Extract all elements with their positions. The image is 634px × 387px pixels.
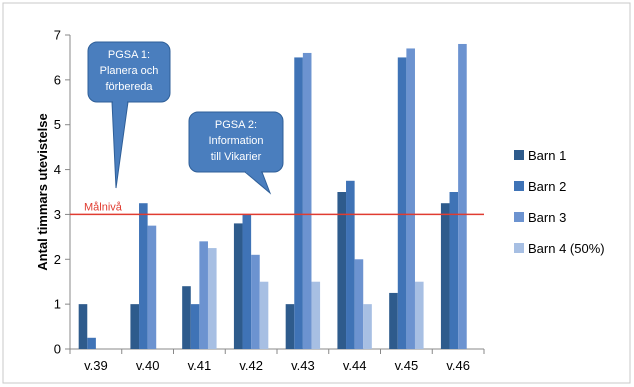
target-line-label: Målnivå: [84, 201, 123, 213]
legend-label: Barn 3: [528, 210, 566, 225]
y-tick-label: 6: [54, 72, 61, 87]
callout-text-line: PGSA 2:: [215, 119, 257, 131]
y-tick-label: 2: [54, 252, 61, 267]
bar: [78, 304, 88, 349]
y-tick-label: 0: [54, 342, 61, 357]
x-tick-label: v.44: [343, 358, 367, 373]
bar: [406, 48, 415, 349]
legend-label: Barn 1: [528, 148, 566, 163]
bar: [251, 254, 260, 349]
x-tick-label: v.46: [446, 358, 470, 373]
y-tick-label: 5: [54, 117, 61, 132]
x-tick-label: v.39: [84, 358, 108, 373]
callout-text-line: förbereda: [105, 81, 153, 93]
bar: [302, 52, 312, 349]
bar: [259, 281, 269, 349]
legend-swatch: [514, 150, 524, 160]
bar: [337, 192, 347, 349]
x-tick-label: v.40: [136, 358, 160, 373]
legend: Barn 1 Barn 2 Barn 3 Barn 4 (50%): [514, 148, 605, 256]
y-tick-label: 4: [54, 162, 61, 177]
bar: [199, 241, 208, 349]
y-tick-label: 1: [54, 297, 61, 312]
y-tick-label: 3: [54, 207, 61, 222]
bar: [87, 337, 96, 349]
bar: [458, 43, 467, 349]
callout-box: [188, 111, 284, 173]
legend-swatch: [514, 243, 524, 253]
bar: [233, 223, 243, 349]
x-tick-label: v.45: [395, 358, 419, 373]
callout: PGSA 1: Planera och förbereda: [87, 41, 171, 189]
bar: [242, 214, 252, 349]
bar: [147, 225, 157, 349]
x-tick-label: v.41: [188, 358, 212, 373]
y-tick-label: 7: [54, 28, 61, 43]
legend-label: Barn 4 (50%): [528, 241, 605, 256]
bar: [354, 259, 364, 349]
callouts: PGSA 1: Planera och förbereda PGSA 2: Inform…: [87, 41, 284, 195]
legend-label: Barn 2: [528, 179, 566, 194]
bar: [130, 304, 140, 349]
bar: [294, 57, 303, 350]
callout-text-line: till Vikarier: [211, 151, 262, 163]
y-axis-label: Antal timmars utevistelse: [35, 113, 50, 271]
bar: [182, 286, 191, 349]
x-tick-label: v.42: [239, 358, 263, 373]
callout-text-line: Information: [208, 135, 263, 147]
callout: PGSA 2: Information till Vikarier: [188, 111, 284, 195]
bar: [285, 304, 295, 349]
bar: [311, 281, 321, 349]
bar: [207, 248, 217, 349]
callout-text-line: PGSA 1:: [108, 49, 150, 61]
bar: [449, 192, 459, 349]
bar: [440, 203, 450, 349]
legend-swatch: [514, 212, 524, 222]
callout-box: [87, 41, 171, 103]
bar: [363, 304, 372, 349]
bar: [414, 281, 424, 349]
bar: [346, 180, 355, 349]
plot-area: 0 1 2 3 4 5 6 7 v.39 v.40 v.41 v.42 v.43 v.44 v.45 v.46…: [35, 28, 485, 373]
callout-text-line: Planera och: [100, 65, 159, 77]
bar: [139, 203, 148, 349]
bar: [397, 57, 407, 350]
x-tick-label: v.43: [291, 358, 315, 373]
legend-swatch: [514, 181, 524, 191]
bar: [389, 292, 398, 349]
bar: [190, 304, 200, 349]
